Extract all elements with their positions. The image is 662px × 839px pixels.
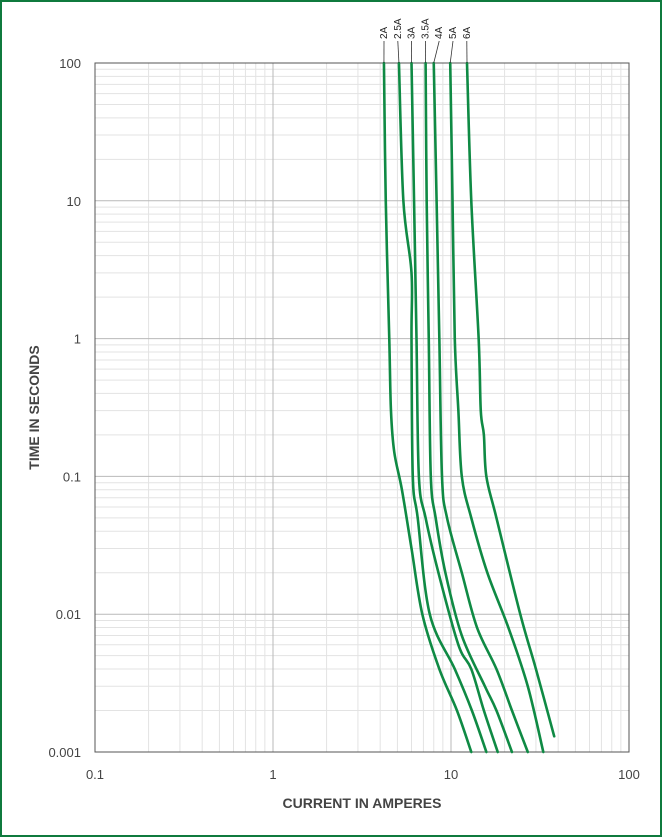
x-tick-label: 1	[269, 767, 276, 782]
y-axis-tick-labels: 0.001 0.01 0.1 1 10 100	[48, 56, 81, 760]
curve-label-6A: 6A	[462, 26, 473, 39]
curve-label-2A: 2A	[379, 26, 390, 39]
major-gridlines	[95, 63, 629, 752]
x-axis-tick-labels: 0.1 1 10 100	[86, 767, 640, 782]
curve-label-3.5A: 3.5A	[420, 18, 431, 39]
fuse-curves	[384, 63, 554, 752]
y-tick-label: 1	[74, 332, 81, 347]
x-tick-label: 0.1	[86, 767, 104, 782]
y-tick-label: 0.01	[56, 607, 81, 622]
y-axis-title: TIME IN SECONDS	[26, 345, 42, 469]
y-tick-label: 100	[59, 56, 81, 71]
y-tick-label: 10	[67, 194, 81, 209]
curve-label-3A: 3A	[407, 26, 418, 39]
curve-label-5A: 5A	[448, 26, 459, 39]
x-tick-label: 100	[618, 767, 640, 782]
curve-label-2.5A: 2.5A	[393, 18, 404, 39]
minor-gridlines	[95, 63, 629, 752]
y-tick-label: 0.1	[63, 469, 81, 484]
x-tick-label: 10	[444, 767, 458, 782]
x-axis-title: CURRENT IN AMPERES	[283, 795, 442, 811]
curve-label-leader	[398, 41, 399, 63]
curve-label-leader	[450, 41, 453, 63]
y-tick-label: 0.001	[48, 745, 81, 760]
plot-area-border	[95, 63, 629, 752]
fuse-curve-3A	[412, 63, 498, 752]
curve-label-leader	[434, 41, 439, 63]
curve-label-4A: 4A	[434, 26, 445, 39]
